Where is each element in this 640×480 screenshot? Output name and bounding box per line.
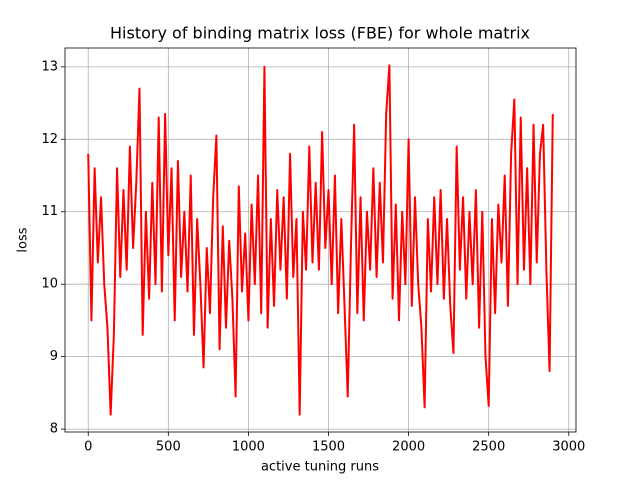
y-tick-label: 12 bbox=[41, 132, 58, 147]
y-axis-label: loss bbox=[16, 227, 31, 252]
x-tick-label: 1500 bbox=[312, 440, 345, 455]
y-tick-label: 11 bbox=[41, 204, 58, 219]
x-tick-label: 0 bbox=[84, 440, 92, 455]
x-tick-label: 2000 bbox=[392, 440, 425, 455]
x-axis-label: active tuning runs bbox=[261, 460, 379, 475]
y-tick-label: 8 bbox=[50, 422, 58, 437]
chart-title: History of binding matrix loss (FBE) for… bbox=[110, 24, 530, 43]
x-tick-label: 500 bbox=[156, 440, 181, 455]
axes-frame bbox=[64, 47, 577, 433]
loss-line bbox=[87, 64, 554, 416]
y-tick-label: 13 bbox=[41, 59, 58, 74]
x-tick-label: 1000 bbox=[232, 440, 265, 455]
y-tick-label: 10 bbox=[41, 277, 58, 292]
x-tick-label: 2500 bbox=[472, 440, 505, 455]
x-tick-label: 3000 bbox=[552, 440, 585, 455]
y-tick-label: 9 bbox=[50, 349, 58, 364]
